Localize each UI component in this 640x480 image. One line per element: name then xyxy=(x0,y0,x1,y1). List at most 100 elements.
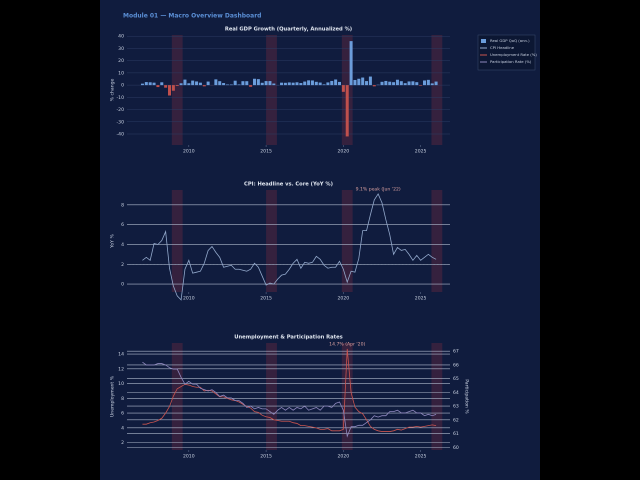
bar xyxy=(349,41,353,86)
legend-box xyxy=(477,34,536,71)
bar xyxy=(237,84,241,86)
bar xyxy=(253,78,256,86)
y-axis-label: YoY % xyxy=(110,234,116,249)
recession-shading xyxy=(431,35,443,145)
recession-shading xyxy=(171,343,183,450)
bar xyxy=(434,81,438,86)
x-tick-label: 2010 xyxy=(183,454,195,460)
bar xyxy=(225,84,229,86)
bar xyxy=(183,79,187,86)
recession-shading xyxy=(266,190,277,292)
recession-shading xyxy=(341,190,353,292)
bar xyxy=(156,85,160,88)
x-tick-label: 2015 xyxy=(260,149,272,155)
y-tick-label: 6 xyxy=(121,222,124,228)
x-tick-label: 2010 xyxy=(183,296,195,302)
recession-shading xyxy=(171,190,183,292)
y2-tick-label: 60 xyxy=(453,445,459,451)
y-tick-label: 8 xyxy=(121,396,124,402)
y-tick-label: 14 xyxy=(118,352,124,358)
y-tick-label: 8 xyxy=(121,202,124,208)
bar xyxy=(380,81,384,86)
bar xyxy=(198,82,202,86)
y-axis-label: % change xyxy=(110,78,116,101)
legend-label: Unemployment Rate (%) xyxy=(490,52,537,57)
bar xyxy=(148,82,152,86)
bar xyxy=(233,80,237,86)
bar xyxy=(388,81,392,86)
recession-shading xyxy=(171,35,183,145)
bar xyxy=(152,82,156,86)
y-axis-label: Unemployment % xyxy=(110,375,116,417)
bar xyxy=(291,82,295,86)
bar xyxy=(341,85,345,92)
bar xyxy=(326,82,330,86)
line xyxy=(142,193,437,301)
x-tick-label: 2015 xyxy=(260,454,272,460)
y-tick-label: 10 xyxy=(118,381,124,387)
bar xyxy=(357,78,361,86)
x-tick-label: 2025 xyxy=(415,454,427,460)
bar xyxy=(191,80,195,86)
dashboard-title: Module 01 — Macro Overview Dashboard xyxy=(123,13,261,20)
annotation: 14.7% (Apr '20) xyxy=(329,341,365,347)
bar xyxy=(272,83,276,86)
bar xyxy=(241,81,245,86)
line xyxy=(142,361,437,438)
bar xyxy=(229,84,233,86)
x-tick-label: 2020 xyxy=(338,296,350,302)
bar xyxy=(287,82,291,86)
bar xyxy=(214,79,218,86)
bar xyxy=(361,77,365,86)
y2-axis-label: Participation % xyxy=(464,379,470,414)
bar xyxy=(268,81,272,86)
bar xyxy=(260,82,264,86)
bar xyxy=(175,85,179,86)
bar xyxy=(392,82,396,86)
y-tick-label: 4 xyxy=(121,242,124,248)
bar xyxy=(187,83,191,86)
bar xyxy=(195,81,199,86)
bar xyxy=(353,79,357,86)
recession-shading xyxy=(266,35,277,145)
bar xyxy=(426,79,430,86)
y-tick-label: -30 xyxy=(116,119,124,125)
bar xyxy=(256,79,260,86)
bar xyxy=(164,85,168,88)
bar xyxy=(245,81,249,86)
bar xyxy=(160,82,164,86)
bar xyxy=(179,83,183,86)
bar xyxy=(295,82,299,86)
bar xyxy=(310,80,314,86)
bar xyxy=(206,81,210,86)
chart-title: CPI: Headline vs. Core (YoY %) xyxy=(244,182,333,188)
bar xyxy=(372,85,376,87)
y2-tick-label: 62 xyxy=(453,417,459,423)
y-tick-label: 2 xyxy=(121,440,124,446)
x-tick-label: 2010 xyxy=(183,149,195,155)
bar xyxy=(345,85,349,137)
y-tick-label: -10 xyxy=(116,95,124,101)
x-tick-label: 2025 xyxy=(415,296,427,302)
bar xyxy=(283,82,287,86)
bar xyxy=(218,81,222,86)
x-tick-label: 2025 xyxy=(415,149,427,155)
bar xyxy=(202,85,206,87)
recession-shading xyxy=(431,190,443,292)
bar xyxy=(411,81,415,86)
bar xyxy=(430,83,434,86)
bar xyxy=(334,79,338,86)
annotation: 9.1% peak (Jun '22) xyxy=(356,186,401,192)
y-tick-label: -40 xyxy=(116,132,124,138)
chart-title: Unemployment & Participation Rates xyxy=(234,335,342,341)
y-tick-label: 0 xyxy=(121,282,124,288)
bar xyxy=(171,85,175,91)
bar xyxy=(140,83,144,86)
bar xyxy=(303,81,307,86)
bar xyxy=(322,84,326,86)
y2-tick-label: 66 xyxy=(453,362,459,368)
chart-title: Real GDP Growth (Quarterly, Annualized %… xyxy=(225,27,352,33)
bar xyxy=(384,80,388,86)
